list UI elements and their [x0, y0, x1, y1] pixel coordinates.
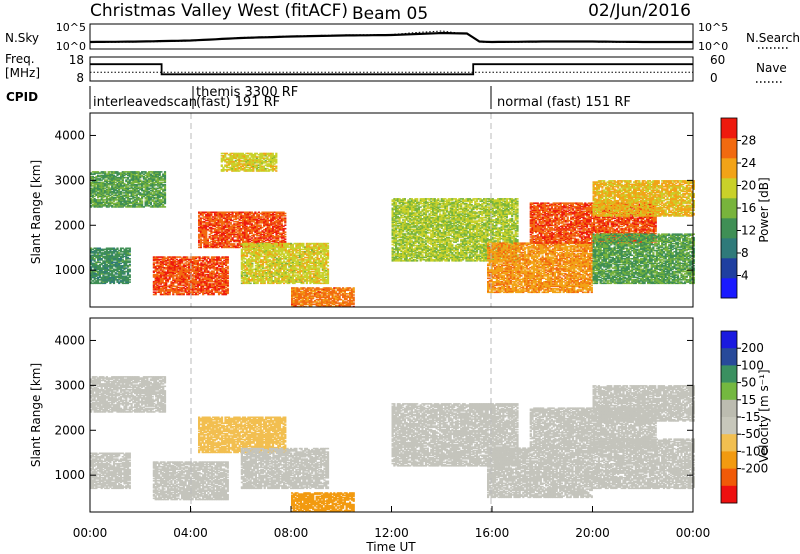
range-time-cell — [250, 283, 252, 285]
freq-ylabel-line2: [MHz] — [5, 66, 40, 80]
range-time-cell — [116, 248, 118, 250]
range-time-cell — [221, 164, 223, 166]
cpid-entry-interleavedscan: interleavedscan — [93, 95, 197, 110]
range-time-cell — [227, 275, 229, 277]
cpid-entry-fast191: (fast) 191 RF — [196, 95, 280, 110]
range-time-cell — [129, 258, 131, 260]
range-time-cell — [164, 171, 166, 173]
range-time-cell — [272, 153, 274, 155]
range-time-cell — [227, 288, 229, 290]
range-time-cell — [284, 217, 286, 219]
nave-right-label: Nave — [756, 61, 787, 75]
range-time-cell — [260, 224, 262, 226]
noise-panel-frame — [90, 24, 693, 49]
range-time-cell — [284, 241, 286, 243]
range-time-cell — [284, 234, 286, 236]
range-time-cell — [129, 279, 131, 281]
range-time-cell — [284, 228, 286, 230]
noise-ytick-bottom-left: 10^0 — [56, 40, 86, 53]
cpid-panel: CPID interleavedscan themis 3300 RF (fas… — [6, 85, 631, 110]
range-time-cell — [275, 170, 277, 172]
freq-ytick-bottom-right: 0 — [710, 71, 718, 85]
freq-ytick-top-left: 18 — [69, 53, 84, 67]
noise-ytick-top-left: 10^5 — [56, 21, 86, 34]
range-time-cell — [129, 264, 131, 266]
freq-ytick-bottom-left: 8 — [76, 71, 84, 85]
noise-ytick-top-right: 10^5 — [698, 21, 728, 34]
range-time-cell — [284, 215, 286, 217]
range-time-cell — [227, 270, 229, 272]
freq-ytick-top-right: 60 — [710, 53, 725, 67]
range-time-cell — [104, 171, 106, 173]
range-time-cell — [207, 256, 209, 258]
noise-ylabel: N.Sky — [5, 31, 39, 45]
range-time-cell — [164, 184, 166, 186]
freq-ylabel-line1: Freq. — [5, 52, 35, 66]
range-time-cell — [230, 222, 232, 224]
range-time-cell — [284, 236, 286, 238]
range-time-cell — [164, 206, 166, 208]
range-time-cell — [227, 256, 229, 258]
range-time-cell — [227, 280, 229, 282]
noise-right-label: N.Search — [746, 31, 800, 45]
range-time-cell — [164, 192, 166, 194]
range-time-cell — [129, 248, 131, 250]
range-time-cell — [129, 281, 131, 283]
range-time-cell — [129, 253, 131, 255]
cpid-label: CPID — [6, 90, 38, 104]
range-time-cell — [233, 243, 235, 245]
beam-label: Beam 05 — [352, 4, 428, 24]
range-time-cell — [129, 260, 131, 262]
range-time-cell — [275, 159, 277, 161]
range-time-cell — [284, 238, 286, 240]
range-time-cell — [227, 266, 229, 268]
range-time-cell — [284, 224, 286, 226]
range-time-cell — [275, 153, 277, 155]
range-time-cell — [160, 171, 162, 173]
noise-panel: N.Sky 10^5 10^0 10^5 10^0 N.Search — [5, 21, 800, 53]
frequency-series — [90, 64, 693, 74]
range-time-cell — [129, 274, 131, 276]
range-time-cell — [284, 231, 286, 233]
station-title: Christmas Valley West (fitACF) — [90, 1, 348, 21]
range-time-cell — [281, 223, 283, 225]
frequency-panel: Freq. [MHz] 18 8 60 0 Nave — [5, 52, 787, 85]
date-label: 02/Jun/2016 — [588, 1, 691, 21]
range-time-cell — [284, 213, 286, 215]
range-time-cell — [251, 263, 253, 265]
range-time-cell — [275, 166, 277, 168]
range-time-cell — [141, 200, 143, 202]
range-time-cell — [186, 256, 188, 258]
cpid-entry-normal: normal (fast) 151 RF — [497, 95, 631, 110]
noise-ytick-bottom-right: 10^0 — [698, 40, 728, 53]
range-time-cell — [129, 269, 131, 271]
frequency-panel-frame — [90, 57, 693, 81]
